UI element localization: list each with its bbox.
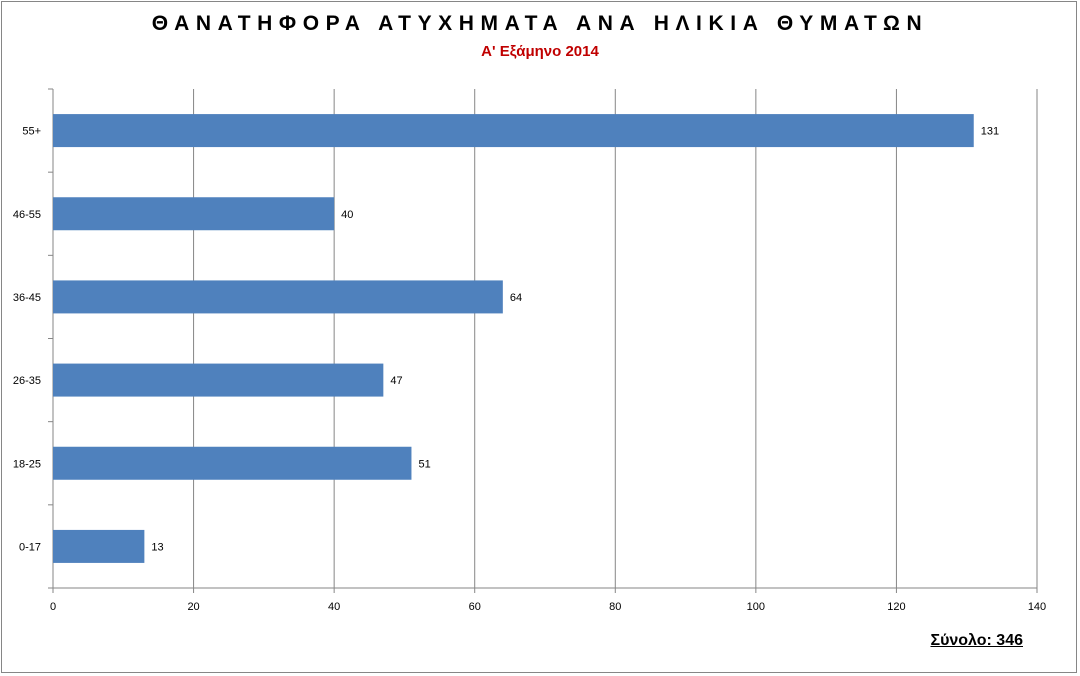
data-label: 40 — [341, 209, 353, 221]
data-label: 51 — [418, 458, 430, 470]
data-label: 131 — [981, 126, 999, 138]
data-label: 47 — [390, 375, 402, 387]
x-tick-label: 20 — [187, 601, 199, 613]
y-category-label: 55+ — [22, 126, 41, 138]
data-label: 64 — [510, 292, 522, 304]
chart-title: ΘΑΝΑΤΗΦΟΡΑ ΑΤΥΧΗΜΑΤΑ ΑΝΑ ΗΛΙΚΙΑ ΘΥΜΑΤΩΝ — [151, 12, 929, 35]
y-category-label: 36-45 — [13, 292, 41, 304]
bar — [53, 529, 145, 563]
x-tick-label: 60 — [469, 601, 481, 613]
y-category-label: 46-55 — [13, 209, 41, 221]
x-tick-label: 40 — [328, 601, 340, 613]
y-category-label: 18-25 — [13, 458, 41, 470]
y-category-label: 0-17 — [19, 541, 41, 553]
bar — [53, 114, 974, 148]
y-category-label: 26-35 — [13, 375, 41, 387]
bar — [53, 363, 384, 397]
x-tick-label: 0 — [50, 601, 56, 613]
bar — [53, 197, 335, 231]
data-label: 13 — [151, 541, 163, 553]
bar — [53, 446, 412, 480]
bar — [53, 280, 503, 314]
x-tick-label: 140 — [1028, 601, 1046, 613]
chart-subtitle: Α' Εξάμηνο 2014 — [481, 43, 599, 60]
x-tick-label: 80 — [609, 601, 621, 613]
total-label: Σύνολο: 346 — [930, 632, 1023, 649]
x-tick-label: 100 — [747, 601, 765, 613]
x-tick-label: 120 — [887, 601, 905, 613]
